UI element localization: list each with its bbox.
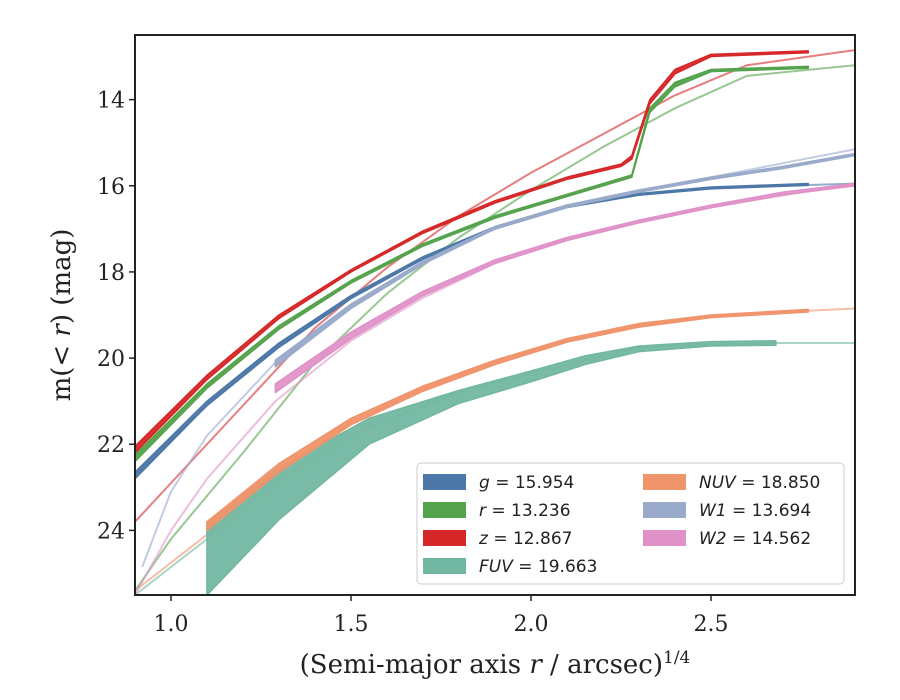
- legend-label-z: z = 12.867: [478, 529, 572, 549]
- x-tick-label: 2.5: [694, 612, 729, 637]
- x-tick-label: 1.5: [334, 612, 369, 637]
- series-r-band: [135, 65, 809, 463]
- y-tick-label: 18: [97, 261, 125, 286]
- plot-frame: [134, 34, 856, 596]
- series-r-extrapolation: [135, 64, 855, 592]
- y-axis-label: m(< r) (mag): [47, 229, 77, 402]
- measured-bands: [135, 50, 855, 595]
- legend-swatch-w1: [643, 502, 686, 518]
- x-axis-label: (Semi-major axis r / arcsec)1/4: [300, 648, 691, 680]
- y-tick-label: 22: [97, 433, 125, 458]
- series-z-extrapolation: [135, 49, 855, 523]
- legend-label-w1: W1 = 13.694: [699, 501, 811, 521]
- y-tick-label: 16: [97, 175, 125, 200]
- legend-swatch-w2: [643, 530, 686, 546]
- legend-label-r: r = 13.236: [479, 501, 571, 521]
- y-axis-ticks: 14 16 18 20 22 24: [97, 89, 135, 544]
- x-tick-label: 2.0: [514, 612, 549, 637]
- legend-swatch-fuv: [423, 558, 466, 574]
- legend-label-g: g = 15.954: [479, 473, 574, 493]
- legend-label-fuv: FUV = 19.663: [479, 557, 597, 577]
- legend-swatch-z: [423, 530, 466, 546]
- legend-swatch-g: [423, 474, 466, 490]
- series-g-band: [135, 182, 809, 480]
- svg-text:(Semi-major axis r / arcsec)1/: (Semi-major axis r / arcsec)1/4: [300, 648, 691, 680]
- y-tick-label: 14: [97, 89, 125, 114]
- series-w1-band: [274, 152, 855, 368]
- legend-label-nuv: NUV = 18.850: [699, 473, 820, 493]
- series-nuv-band: [206, 308, 809, 532]
- y-tick-label: 20: [97, 347, 125, 372]
- series-w2-band: [274, 182, 855, 394]
- legend-swatch-r: [423, 502, 466, 518]
- legend-box: [416, 462, 845, 585]
- legend-label-w2: W2 = 14.562: [699, 529, 811, 549]
- x-tick-label: 1.0: [154, 612, 189, 637]
- y-tick-label: 24: [97, 519, 125, 544]
- series-fuv-band: [206, 340, 777, 595]
- series-z-band: [135, 50, 809, 454]
- x-axis-ticks: 1.0 1.5 2.0 2.5: [154, 595, 729, 637]
- svg-text:m(< r) (mag): m(< r) (mag): [47, 229, 77, 402]
- legend: g = 15.954 r = 13.236 z = 12.867 FUV = 19.6…: [416, 462, 845, 585]
- legend-swatch-nuv: [643, 474, 686, 490]
